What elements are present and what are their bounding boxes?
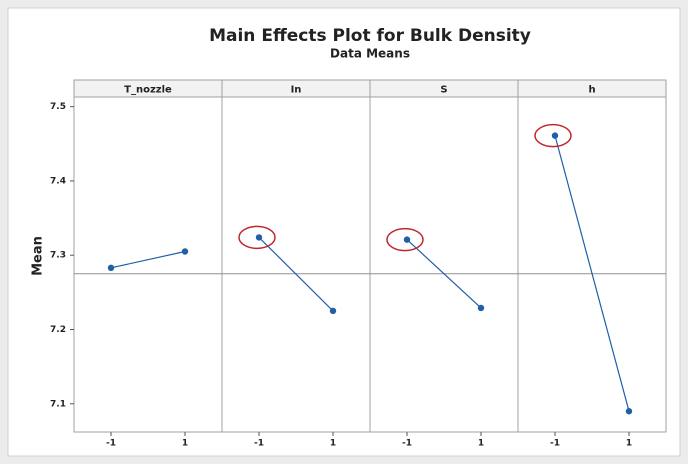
mean-point — [181, 248, 189, 255]
mean-point — [255, 234, 263, 241]
x-tick-label: -1 — [402, 439, 412, 449]
effect-line — [110, 250, 186, 269]
mean-point — [551, 132, 559, 139]
panel-title: T_nozzle — [124, 85, 172, 96]
chart-title: Main Effects Plot for Bulk Density — [209, 26, 531, 46]
y-tick-label: 7.1 — [50, 399, 66, 409]
mean-point — [329, 307, 337, 315]
panel-title: h — [588, 85, 595, 96]
panel-title: In — [291, 85, 302, 96]
x-tick-label: -1 — [254, 439, 264, 449]
effect-line — [554, 135, 630, 412]
x-tick-label: -1 — [106, 439, 116, 449]
y-axis-label: Mean — [31, 236, 46, 276]
panel — [517, 79, 667, 433]
y-tick-label: 7.2 — [50, 325, 66, 335]
effect-line — [258, 236, 334, 312]
x-tick-label: 1 — [626, 439, 632, 449]
panel — [221, 79, 371, 433]
panel-title: S — [440, 85, 447, 96]
panel — [73, 79, 223, 433]
x-tick-label: -1 — [550, 439, 560, 449]
chart-subtitle: Data Means — [330, 47, 410, 61]
highlight-ellipse — [238, 225, 276, 250]
y-tick-label: 7.4 — [50, 176, 66, 186]
mean-point — [107, 264, 115, 272]
panel — [369, 79, 519, 433]
highlight-ellipse — [386, 227, 424, 252]
y-tick-label: 7.3 — [50, 251, 66, 261]
mean-point — [403, 236, 411, 243]
panel-header — [517, 79, 667, 98]
x-tick-label: 1 — [330, 439, 336, 449]
highlight-ellipse — [534, 123, 572, 148]
mean-point — [477, 304, 485, 312]
x-tick-label: 1 — [478, 439, 484, 449]
mean-point — [625, 408, 633, 415]
y-tick-label: 7.5 — [50, 102, 66, 112]
x-tick-label: 1 — [182, 439, 188, 449]
effect-line — [406, 239, 482, 309]
